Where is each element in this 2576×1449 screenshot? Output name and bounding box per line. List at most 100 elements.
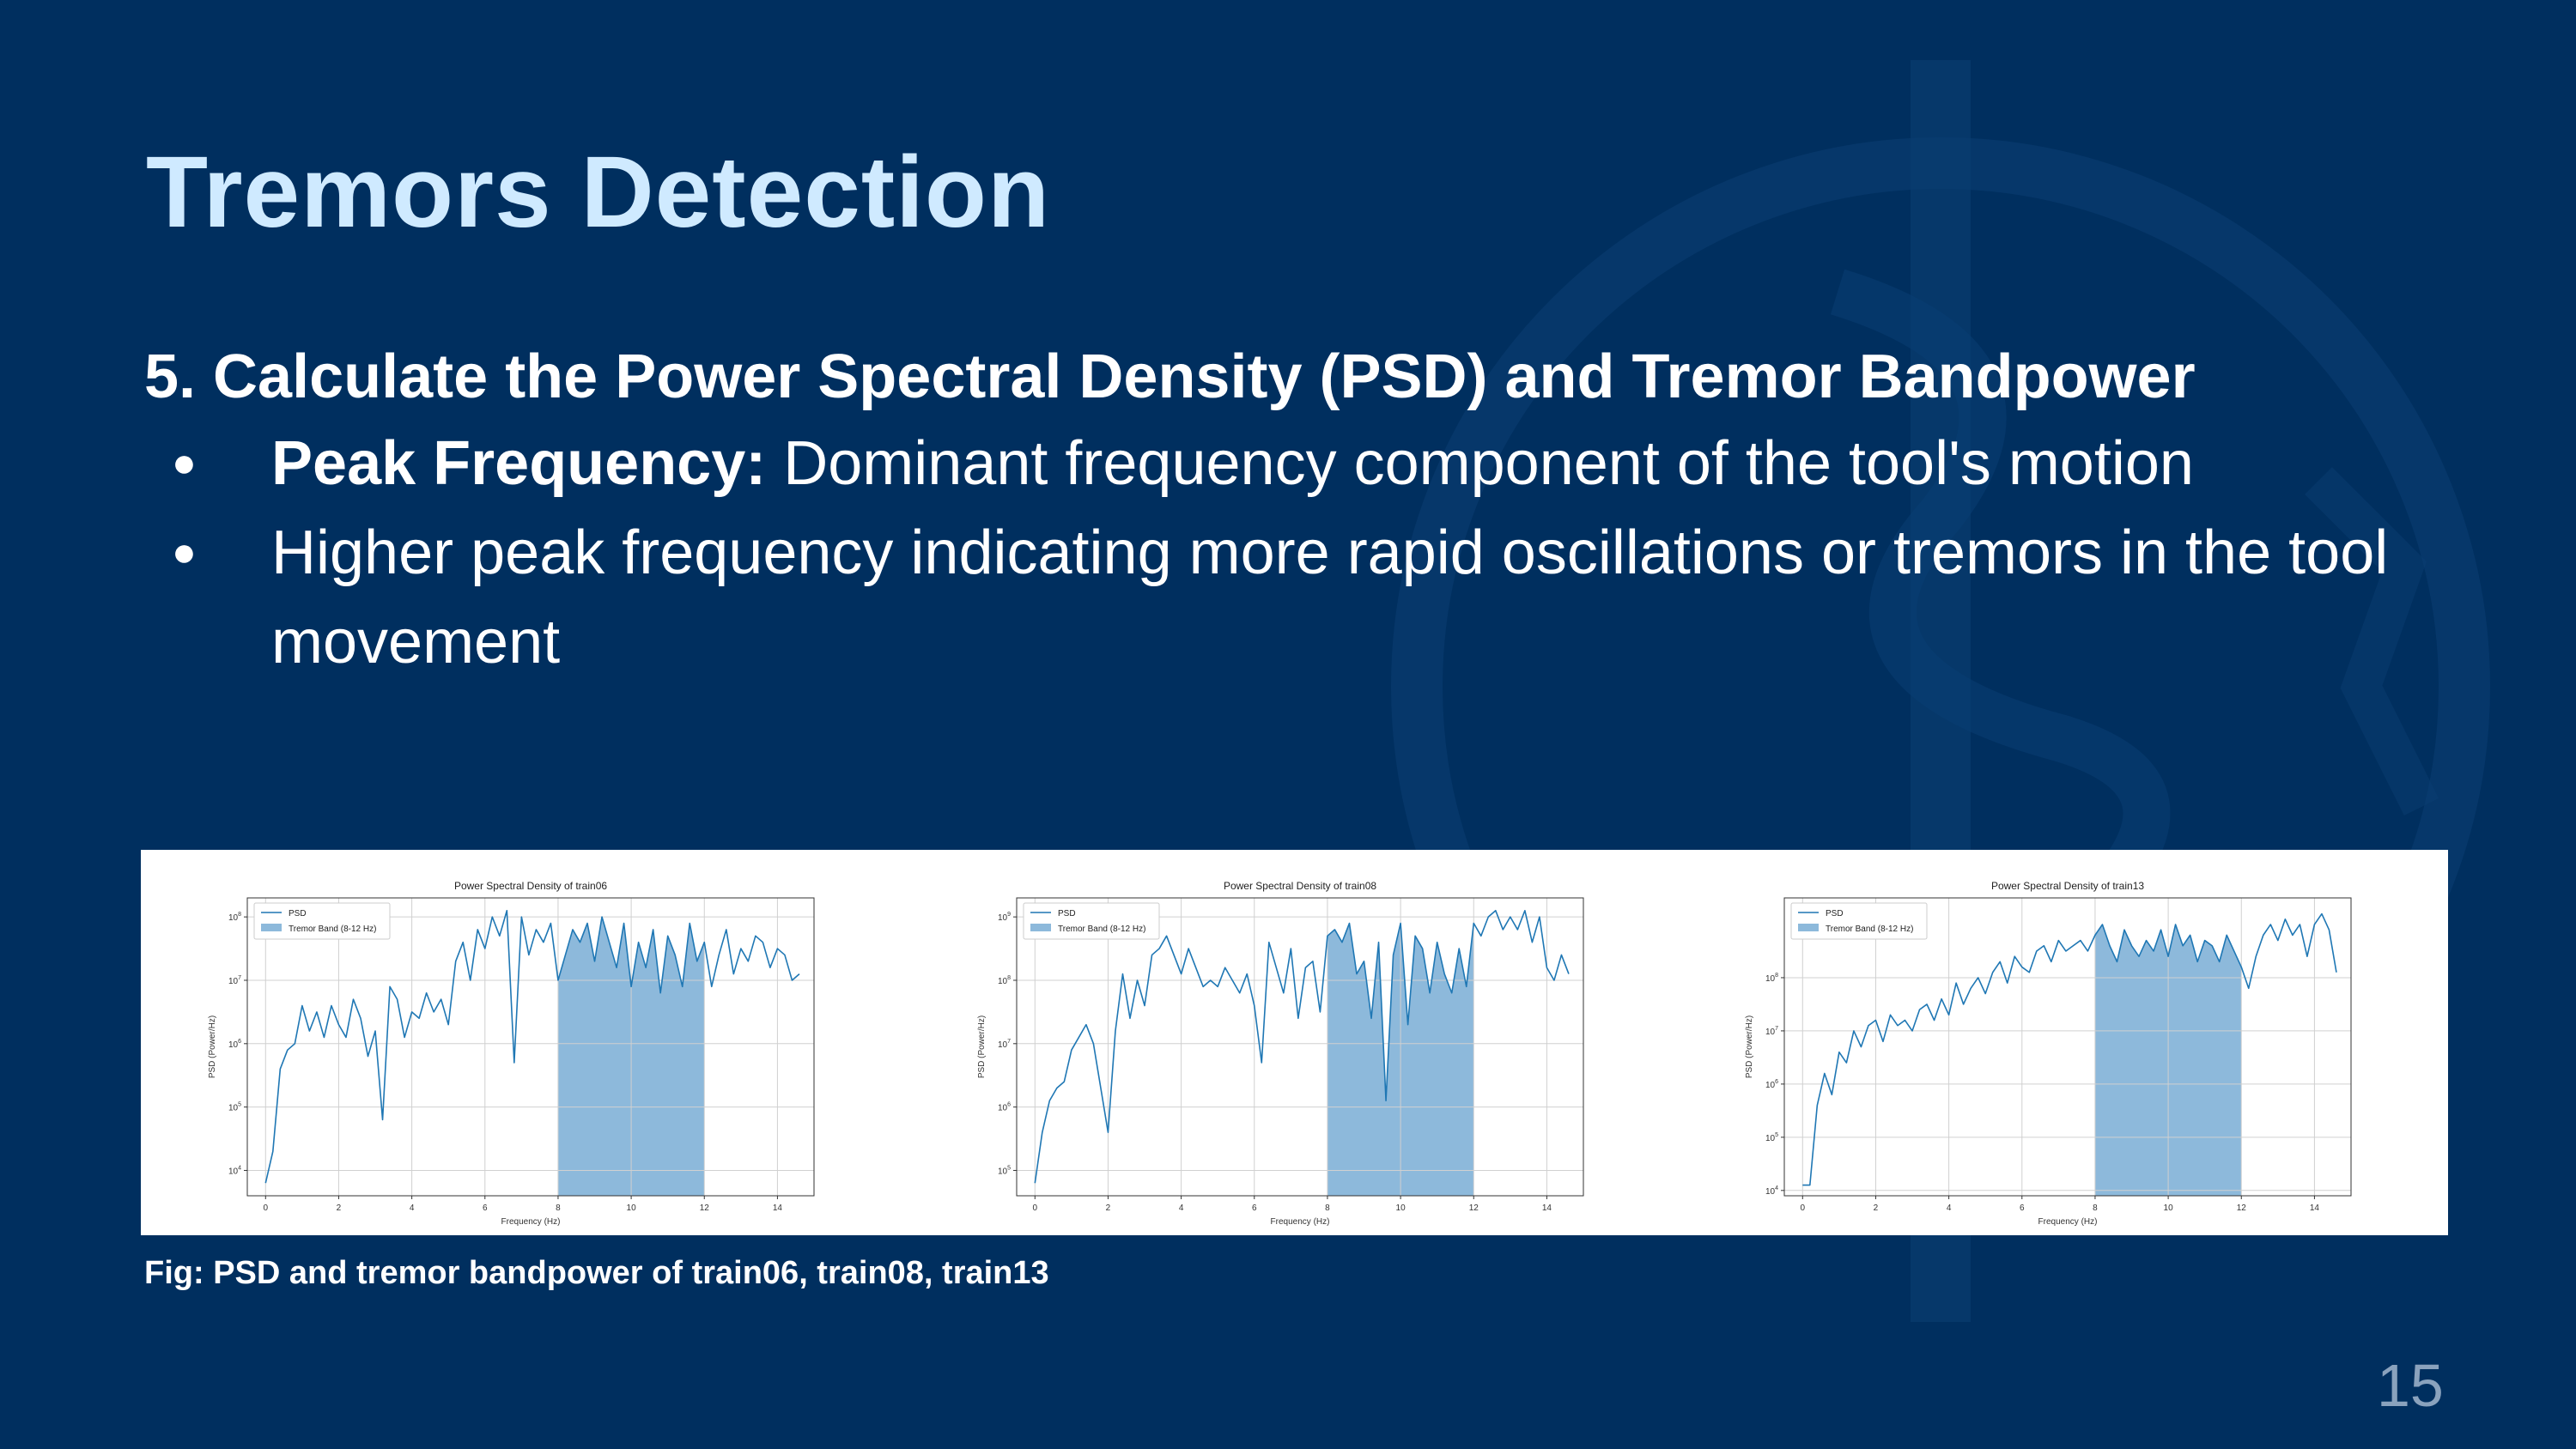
x-tick-label: 8 xyxy=(2093,1203,2098,1213)
y-tick-label: 108 xyxy=(228,912,241,923)
legend-band-label: Tremor Band (8-12 Hz) xyxy=(1826,925,1913,934)
legend-band-label: Tremor Band (8-12 Hz) xyxy=(289,925,376,934)
chart-title: Power Spectral Density of train08 xyxy=(1224,880,1376,892)
x-tick-label: 8 xyxy=(556,1203,561,1213)
x-tick-label: 12 xyxy=(700,1203,710,1213)
y-tick-label: 107 xyxy=(998,1039,1011,1050)
y-axis-label: PSD (Power/Hz) xyxy=(1745,1016,1754,1078)
plot-frame xyxy=(1016,897,1584,1197)
y-tick-label: 104 xyxy=(1765,1185,1778,1197)
x-tick-label: 6 xyxy=(483,1203,488,1213)
x-tick-label: 6 xyxy=(1252,1203,1257,1213)
y-tick-label: 107 xyxy=(228,975,241,986)
x-tick-label: 14 xyxy=(773,1203,783,1213)
legend-box xyxy=(1790,902,1928,940)
y-tick-exponent: 5 xyxy=(1775,1132,1778,1138)
bullet-list: ● Peak Frequency: Dominant frequency com… xyxy=(172,419,2421,687)
x-tick-label: 14 xyxy=(2310,1203,2320,1213)
x-tick-label: 2 xyxy=(337,1203,342,1213)
x-tick-label: 4 xyxy=(1179,1203,1184,1213)
x-tick-label: 0 xyxy=(1033,1203,1038,1213)
slide-title: Tremors Detection xyxy=(146,136,1051,249)
plot-frame xyxy=(246,897,815,1197)
x-tick-label: 10 xyxy=(1396,1203,1406,1213)
psd-series-line xyxy=(1802,912,2337,1186)
psd-series-line xyxy=(264,909,800,1184)
y-tick-label: 108 xyxy=(1765,973,1778,984)
y-tick-exponent: 8 xyxy=(1775,973,1778,979)
bullet-item: ● Higher peak frequency indicating more … xyxy=(172,508,2421,687)
legend-psd-label: PSD xyxy=(1826,909,1844,919)
legend-band-swatch xyxy=(261,924,282,931)
chart-legend: PSD Tremor Band (8-12 Hz) xyxy=(1790,902,1928,940)
x-axis-label: Frequency (Hz) xyxy=(1271,1217,1330,1227)
x-tick-label: 8 xyxy=(1325,1203,1330,1213)
y-tick-label: 106 xyxy=(228,1039,241,1050)
legend-band-swatch xyxy=(1030,924,1051,931)
chart-title: Power Spectral Density of train13 xyxy=(1991,880,2144,892)
psd-series-line xyxy=(1034,909,1570,1184)
x-tick-label: 12 xyxy=(2237,1203,2247,1213)
x-tick-label: 4 xyxy=(410,1203,415,1213)
y-tick-label: 107 xyxy=(1765,1026,1778,1037)
chart-legend: PSD Tremor Band (8-12 Hz) xyxy=(1023,902,1160,940)
x-tick-label: 4 xyxy=(1947,1203,1952,1213)
page-number: 15 xyxy=(2377,1352,2444,1419)
legend-band-label: Tremor Band (8-12 Hz) xyxy=(1058,925,1145,934)
y-tick-exponent: 8 xyxy=(238,912,241,918)
y-tick-exponent: 5 xyxy=(238,1102,241,1108)
y-tick-label: 109 xyxy=(998,912,1011,923)
x-tick-label: 14 xyxy=(1542,1203,1552,1213)
y-tick-exponent: 6 xyxy=(238,1039,241,1045)
y-tick-label: 106 xyxy=(1765,1079,1778,1090)
x-tick-label: 2 xyxy=(1106,1203,1111,1213)
y-tick-exponent: 7 xyxy=(1775,1026,1778,1032)
y-tick-label: 105 xyxy=(228,1102,241,1113)
y-axis-label: PSD (Power/Hz) xyxy=(977,1016,987,1078)
y-tick-exponent: 7 xyxy=(1007,1039,1011,1045)
bullet-text: Higher peak frequency indicating more ra… xyxy=(271,518,2389,676)
x-axis-label: Frequency (Hz) xyxy=(2038,1217,2098,1227)
plot-frame xyxy=(1783,897,2352,1197)
y-tick-label: 105 xyxy=(1765,1132,1778,1143)
x-tick-label: 0 xyxy=(264,1203,269,1213)
x-tick-label: 2 xyxy=(1874,1203,1879,1213)
x-tick-label: 0 xyxy=(1801,1203,1806,1213)
bullet-item: ● Peak Frequency: Dominant frequency com… xyxy=(172,419,2421,508)
psd-figure: Power Spectral Density of train06 0 2 4 6 8 10… xyxy=(141,850,2448,1235)
y-axis-label: PSD (Power/Hz) xyxy=(208,1016,217,1078)
legend-psd-label: PSD xyxy=(289,909,307,919)
y-tick-label: 108 xyxy=(998,975,1011,986)
section-heading: 5. Calculate the Power Spectral Density … xyxy=(144,343,2196,411)
chart-title: Power Spectral Density of train06 xyxy=(454,880,607,892)
legend-box xyxy=(253,902,391,940)
y-tick-exponent: 5 xyxy=(1007,1165,1011,1171)
x-tick-label: 12 xyxy=(1469,1203,1479,1213)
y-tick-exponent: 8 xyxy=(1007,975,1011,981)
y-tick-label: 105 xyxy=(998,1165,1011,1176)
x-tick-label: 6 xyxy=(2020,1203,2025,1213)
figure-caption: Fig: PSD and tremor bandpower of train06… xyxy=(144,1255,1049,1291)
bullet-dot: ● xyxy=(172,440,197,486)
y-tick-exponent: 9 xyxy=(1007,912,1011,918)
y-tick-exponent: 4 xyxy=(1775,1185,1778,1191)
x-axis-label: Frequency (Hz) xyxy=(501,1217,561,1227)
bullet-text: Dominant frequency component of the tool… xyxy=(766,429,2194,498)
y-tick-label: 106 xyxy=(998,1102,1011,1113)
y-tick-exponent: 6 xyxy=(1775,1079,1778,1085)
legend-band-swatch xyxy=(1798,924,1819,931)
bullet-bold-label: Peak Frequency: xyxy=(271,429,767,498)
bullet-dot: ● xyxy=(172,530,197,575)
y-tick-exponent: 4 xyxy=(238,1165,241,1171)
chart-legend: PSD Tremor Band (8-12 Hz) xyxy=(253,902,391,940)
legend-box xyxy=(1023,902,1160,940)
y-tick-exponent: 6 xyxy=(1007,1102,1011,1108)
x-tick-label: 10 xyxy=(627,1203,637,1213)
y-tick-label: 104 xyxy=(228,1165,241,1176)
y-tick-exponent: 7 xyxy=(238,975,241,981)
legend-psd-label: PSD xyxy=(1058,909,1076,919)
x-tick-label: 10 xyxy=(2164,1203,2174,1213)
